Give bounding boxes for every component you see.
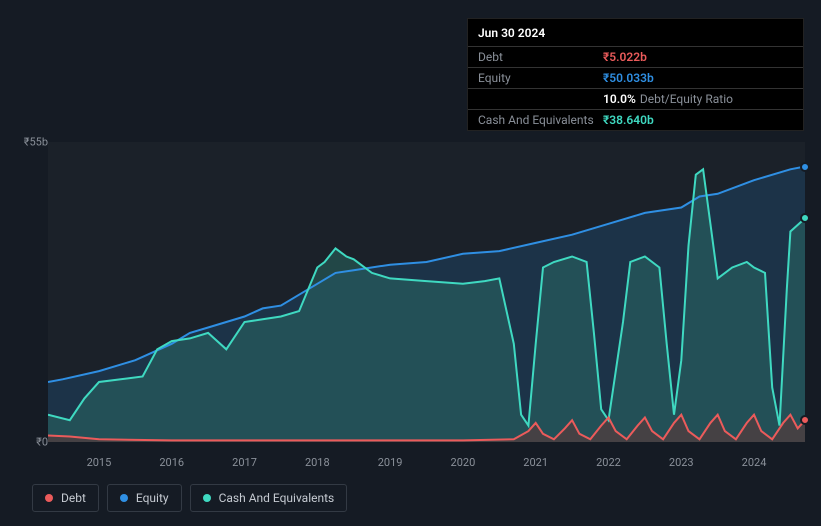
x-tick: 2023 (669, 456, 694, 469)
x-tick: 2019 (378, 456, 403, 469)
legend-item-cash-and-equivalents[interactable]: Cash And Equivalents (190, 484, 348, 512)
tooltip-row-label: Equity (478, 71, 603, 85)
x-tick: 2024 (742, 456, 767, 469)
legend-dot-icon (120, 494, 128, 502)
tooltip-row: Equity₹50.033b (468, 68, 803, 89)
legend-label: Cash And Equivalents (219, 491, 335, 505)
legend-dot-icon (45, 494, 53, 502)
chart-tooltip: Jun 30 2024 Debt₹5.022bEquity₹50.033b10.… (467, 18, 804, 131)
x-tick: 2015 (87, 456, 112, 469)
x-tick: 2021 (523, 456, 548, 469)
y-axis-min: ₹0 (8, 436, 48, 449)
legend-item-debt[interactable]: Debt (32, 484, 99, 512)
tooltip-date: Jun 30 2024 (468, 19, 803, 47)
tooltip-row: 10.0%Debt/Equity Ratio (468, 89, 803, 110)
x-tick: 2020 (451, 456, 476, 469)
tooltip-row-value: ₹50.033b (603, 71, 654, 85)
cash-end-marker (800, 213, 810, 223)
tooltip-row-label (478, 92, 603, 106)
x-tick: 2018 (305, 456, 330, 469)
debt-equity-chart: ₹55b ₹0 20152016201720182019202020212022… (16, 122, 805, 472)
chart-legend: Debt Equity Cash And Equivalents (32, 484, 347, 512)
legend-label: Debt (61, 491, 86, 505)
tooltip-row-value: ₹5.022b (603, 50, 647, 64)
x-tick: 2016 (159, 456, 184, 469)
x-axis: 2015201620172018201920202021202220232024 (48, 444, 805, 464)
legend-item-equity[interactable]: Equity (107, 484, 182, 512)
tooltip-row: Debt₹5.022b (468, 47, 803, 68)
x-tick: 2017 (232, 456, 257, 469)
x-tick: 2022 (596, 456, 621, 469)
tooltip-row-value: 10.0%Debt/Equity Ratio (603, 92, 733, 106)
equity-end-marker (800, 162, 810, 172)
tooltip-row-label: Debt (478, 50, 603, 64)
chart-plot-area[interactable] (48, 142, 805, 442)
tooltip-row-sublabel: Debt/Equity Ratio (640, 92, 733, 106)
debt-end-marker (800, 415, 810, 425)
legend-dot-icon (203, 494, 211, 502)
y-axis-max: ₹55b (8, 136, 48, 149)
legend-label: Equity (136, 491, 169, 505)
